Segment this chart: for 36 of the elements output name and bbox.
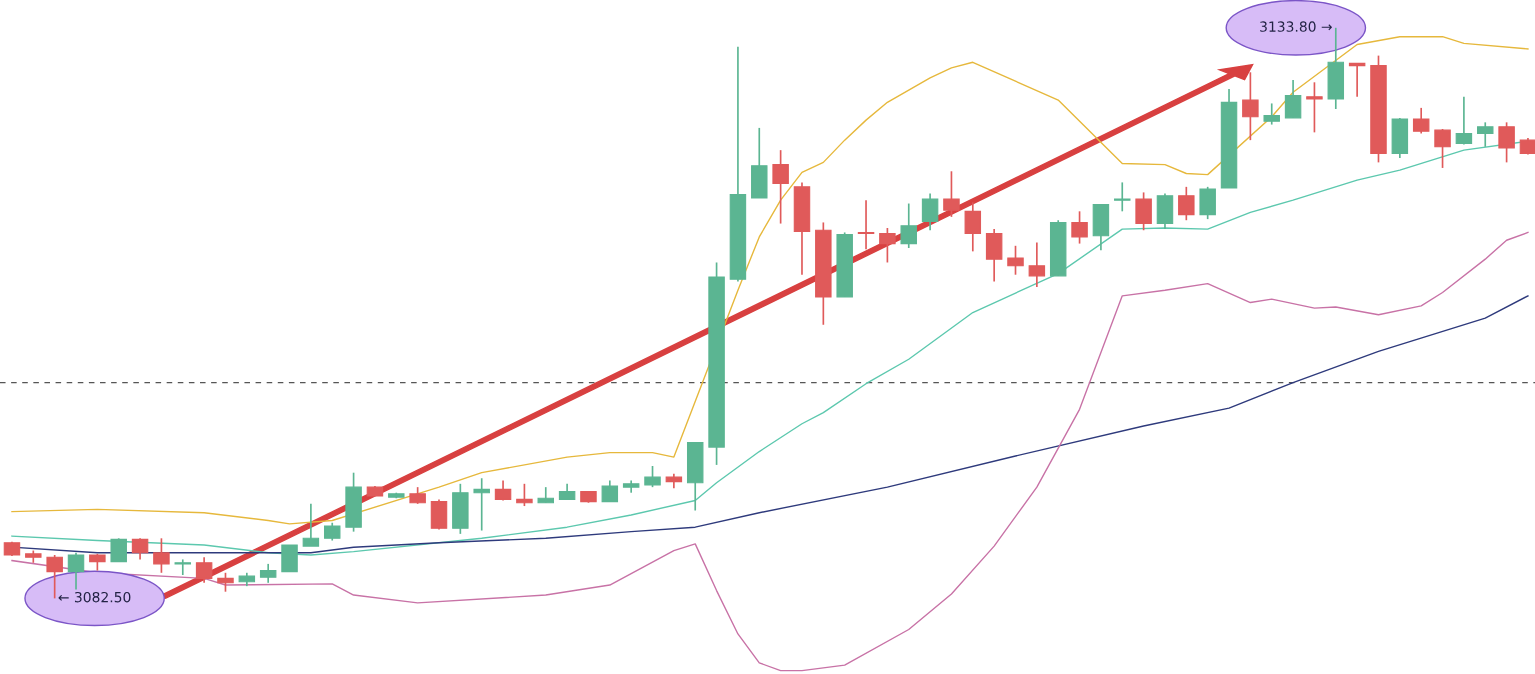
- candlestick: [879, 227, 896, 264]
- annotation: ← 3082.50: [58, 591, 131, 603]
- candlestick: [473, 477, 490, 532]
- candlestick: [174, 558, 192, 576]
- candlestick: [217, 571, 234, 593]
- candlestick: [1007, 244, 1024, 276]
- candlestick: [601, 479, 619, 503]
- candlestick: [259, 563, 277, 584]
- candlestick: [772, 149, 789, 225]
- candlestick: [1477, 121, 1494, 148]
- candlestick: [644, 465, 661, 488]
- candlestick: [1498, 121, 1515, 164]
- candlestick: [1455, 95, 1473, 146]
- candlestick: [857, 199, 875, 250]
- candlestick: [1178, 186, 1195, 222]
- candlestick: [1071, 210, 1088, 245]
- candlestick: [131, 537, 149, 561]
- candlestick: [1263, 102, 1280, 126]
- candlestick: [67, 551, 85, 591]
- candlestick: [195, 556, 213, 584]
- candlestick: [110, 537, 127, 563]
- candlestick: [516, 482, 533, 507]
- annotation: 3133.80 →: [1260, 21, 1332, 32]
- candlestick: [921, 192, 939, 232]
- candlestick: [1242, 71, 1259, 141]
- candlestick: [1114, 181, 1131, 213]
- candlestick: [943, 170, 960, 218]
- candlestick: [964, 201, 982, 253]
- candlestick: [302, 502, 320, 547]
- candlestick: [1028, 241, 1046, 288]
- candlestick: [900, 202, 917, 249]
- candlestick: [1412, 107, 1430, 135]
- candlestick: [153, 537, 170, 574]
- candlestick: [1306, 81, 1323, 134]
- candlestick: [1284, 79, 1302, 119]
- candlestick: [1434, 128, 1451, 169]
